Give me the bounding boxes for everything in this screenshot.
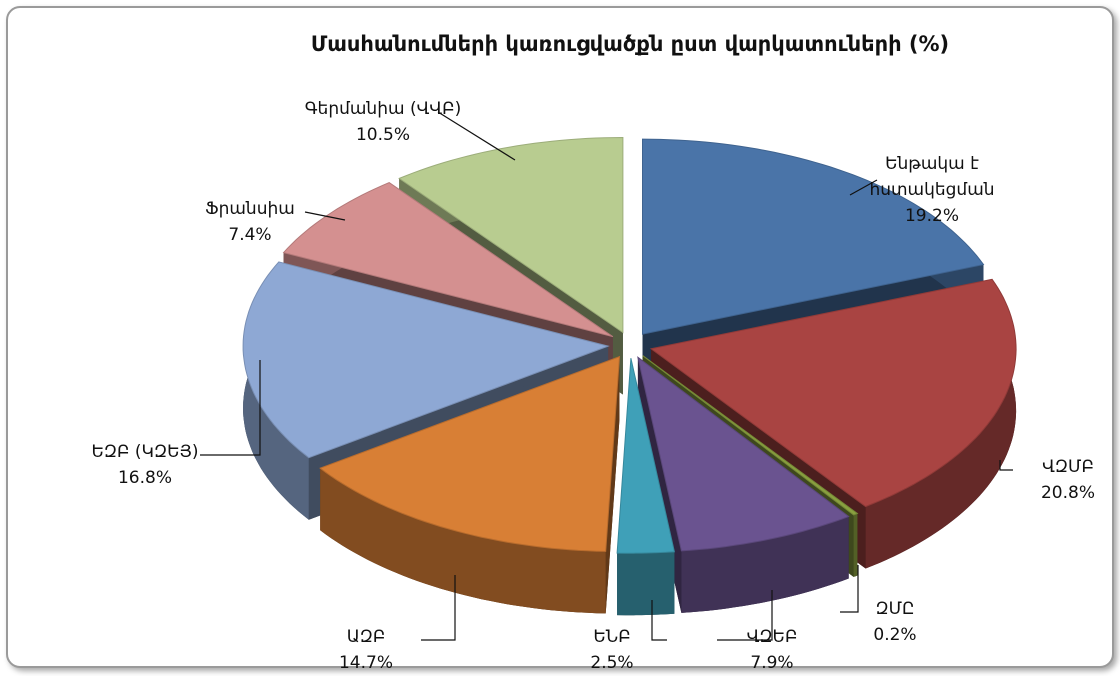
pie-slice-group [319, 355, 621, 614]
value-label: 14.7% [338, 653, 394, 673]
slice-label: ԶՄԸ 0.2% [873, 596, 916, 648]
category-label: ՎԶԵԲ [746, 627, 798, 647]
leader-line [717, 590, 773, 641]
category-label: Ֆրանսիա [205, 199, 295, 219]
value-label: 10.5% [355, 125, 410, 145]
pie-slice [642, 138, 985, 335]
category-label: ԶՄԸ [875, 599, 915, 619]
pie-slice-group [637, 356, 850, 613]
value-label: 7.4% [228, 225, 272, 245]
slice-label: Գերմանիա (ՎՎԲ) 10.5% [305, 96, 462, 148]
pie-slice-group [616, 358, 676, 616]
pie-outer-wall [681, 516, 849, 613]
value-label: 19.2% [904, 206, 959, 226]
pie-slice [649, 278, 1017, 508]
pie-slice [319, 355, 621, 552]
leader-line [651, 600, 667, 641]
value-label: 16.8% [117, 468, 172, 488]
slice-label: ԵՆԲ 2.5% [590, 624, 633, 676]
leader-line [849, 179, 878, 196]
slice-label: ՎԶԵԲ 7.9% [747, 624, 798, 676]
pie-outer-wall [320, 468, 606, 614]
pie-outer-wall [865, 279, 1017, 569]
category-label: Գերմանիա (ՎՎԲ) [304, 99, 462, 119]
pie-slice [242, 261, 610, 459]
pie-outer-wall [617, 551, 675, 616]
leader-line [421, 575, 456, 641]
value-label: 0.2% [873, 625, 917, 645]
slice-label: ՎԶՄԲ 20.8% [1041, 454, 1095, 506]
pie-slice [637, 356, 850, 552]
pie-radial-wall [605, 356, 620, 614]
pie-slice [642, 355, 859, 516]
value-label: 20.8% [1040, 483, 1096, 503]
pie-slice [398, 136, 624, 334]
category-label: Ենթակա է հստակեցման [869, 154, 995, 200]
category-label: ԵԶԲ (ԿԶԵՅ) [91, 442, 199, 462]
value-label: 2.5% [590, 653, 634, 673]
slice-label: Ֆրանսիա 7.4% [205, 196, 295, 248]
slice-label: ԱԶԲ 14.7% [339, 624, 393, 676]
chart-title: Մասհանումների կառուցվածքն ըստ վարկատունե… [310, 32, 950, 56]
value-label: 7.9% [750, 653, 794, 673]
slice-label: Ենթակա է հստակեցման 19.2% [857, 151, 1007, 229]
category-label: ՎԶՄԲ [1042, 457, 1094, 477]
leader-line [200, 360, 261, 456]
slice-label: ԵԶԲ (ԿԶԵՅ) 16.8% [91, 439, 198, 491]
leader-line [304, 211, 346, 221]
category-label: ԵՆԲ [593, 627, 631, 647]
pie-outer-wall [853, 513, 858, 577]
category-label: ԱԶԲ [346, 627, 386, 647]
leader-line [999, 460, 1013, 471]
pie-slice [282, 182, 614, 338]
leader-line [437, 111, 516, 161]
leader-line [840, 565, 859, 613]
pie-slice [616, 358, 676, 554]
